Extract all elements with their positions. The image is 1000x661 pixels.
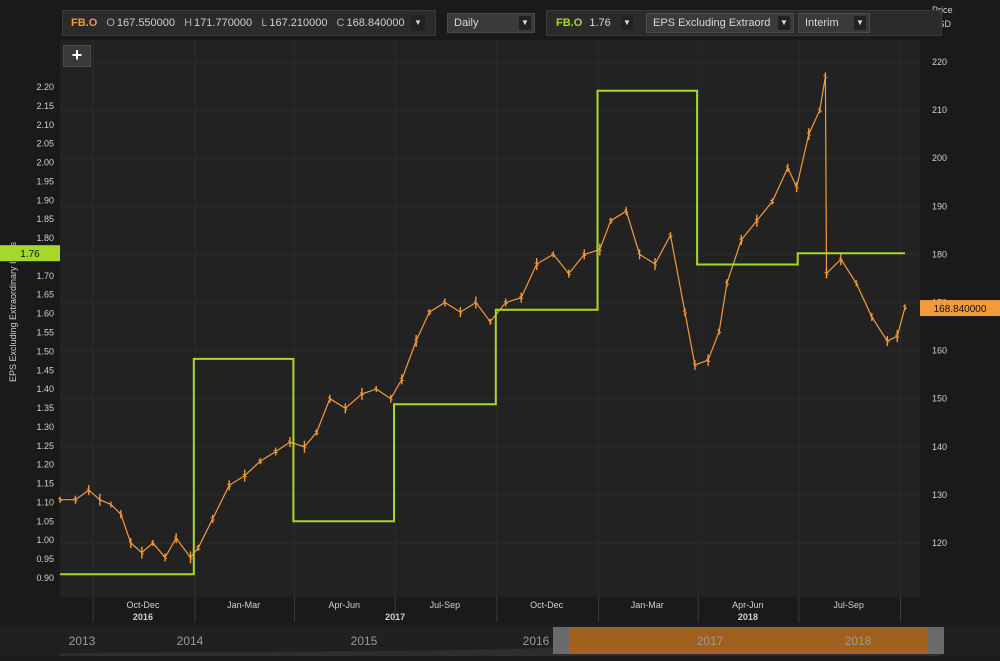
left-tick-label: 1.95 xyxy=(36,176,54,186)
right-tick-label: 130 xyxy=(932,490,947,500)
right-tick-label: 120 xyxy=(932,538,947,548)
left-tick-label: 2.20 xyxy=(36,82,54,92)
left-tick-label: 1.20 xyxy=(36,460,54,470)
left-tick-label: 1.10 xyxy=(36,497,54,507)
chevron-down-icon: ▼ xyxy=(778,16,790,30)
left-tick-label: 1.40 xyxy=(36,384,54,394)
left-tick-label: 1.05 xyxy=(36,516,54,526)
navigator-right-handle[interactable] xyxy=(928,627,944,654)
low-label: L xyxy=(261,17,268,29)
eps-step-line xyxy=(60,89,905,576)
navigator-year-label: 2014 xyxy=(177,634,204,648)
last-eps-marker: 1.76 xyxy=(0,245,60,262)
navigator-year-label: 2015 xyxy=(351,634,378,648)
left-tick-label: 1.85 xyxy=(36,214,54,224)
quarter-label: Jan-Mar xyxy=(631,600,664,610)
navigator-year-label: 2016 xyxy=(523,634,550,648)
plot-area xyxy=(60,40,920,597)
right-tick-label: 140 xyxy=(932,442,947,452)
navigator-year-label: 2013 xyxy=(69,634,96,648)
left-tick-label: 2.15 xyxy=(36,101,54,111)
x-axis: Oct-Dec Jan-Mar Apr-Jun Jul-Sep Oct-Dec Jan-M… xyxy=(92,597,902,622)
navigator-years: 2013 2014 2015 2016 2017 2018 xyxy=(69,634,872,648)
left-tick-label: 0.95 xyxy=(36,554,54,564)
right-tick-label: 210 xyxy=(932,105,947,115)
price-symbol: FB.O xyxy=(71,17,98,29)
right-tick-label: 180 xyxy=(932,249,947,259)
navigator-left-handle[interactable] xyxy=(553,627,569,654)
left-tick-label: 2.00 xyxy=(36,158,54,168)
chevron-down-icon: ▼ xyxy=(519,16,531,30)
left-tick-label: 2.05 xyxy=(36,139,54,149)
interval-select[interactable]: Daily ▼ xyxy=(447,13,535,33)
close-value: 168.840000 xyxy=(346,17,405,29)
right-tick-label: 150 xyxy=(932,394,947,404)
year-label: 2018 xyxy=(738,612,758,622)
eps-symbol-select[interactable]: FB.O 1.76 ▼ xyxy=(549,13,637,33)
quarter-label: Jul-Sep xyxy=(430,600,461,610)
last-price-marker: 168.840000 xyxy=(920,300,1000,317)
high-label: H xyxy=(184,17,193,29)
eps-value: 1.76 xyxy=(589,17,611,29)
navigator-year-label: 2018 xyxy=(845,634,872,648)
eps-field-value: EPS Excluding Extraord xyxy=(653,17,771,29)
quarter-label: Jul-Sep xyxy=(833,600,864,610)
open-label: O xyxy=(106,17,115,29)
quarter-label: Jan-Mar xyxy=(227,600,260,610)
left-tick-label: 1.90 xyxy=(36,195,54,205)
left-tick-label: 1.80 xyxy=(36,233,54,243)
time-navigator[interactable]: 2013 2014 2015 2016 2017 2018 xyxy=(0,625,1000,656)
year-label: 2016 xyxy=(133,612,153,622)
grid xyxy=(60,40,920,597)
chevron-down-icon: ▼ xyxy=(854,16,866,30)
open-value: 167.550000 xyxy=(116,17,176,29)
quarter-label: Oct-Dec xyxy=(126,600,160,610)
left-tick-label: 0.90 xyxy=(36,573,54,583)
price-series xyxy=(58,72,907,564)
navigator-selection[interactable] xyxy=(568,627,928,654)
left-tick-label: 1.55 xyxy=(36,328,54,338)
navigator-year-label: 2017 xyxy=(697,634,724,648)
period-value: Interim xyxy=(805,17,839,29)
left-tick-label: 1.00 xyxy=(36,535,54,545)
left-tick-label: 1.50 xyxy=(36,346,54,356)
right-tick-label: 200 xyxy=(932,153,947,163)
right-tick-label: 220 xyxy=(932,57,947,67)
close-label: C xyxy=(336,17,345,29)
left-tick-label: 1.35 xyxy=(36,403,54,413)
quarter-label: Apr-Jun xyxy=(328,600,360,610)
eps-symbol: FB.O xyxy=(556,17,583,29)
left-tick-label: 1.45 xyxy=(36,365,54,375)
left-tick-label: 1.65 xyxy=(36,290,54,300)
quote-dropdown-arrow[interactable]: ▼ xyxy=(411,15,425,31)
left-tick-label: 1.25 xyxy=(36,441,54,451)
last-price-value: 168.840000 xyxy=(934,304,987,315)
price-quote-bar: FB.O O 167.550000 H 171.770000 L 167.210000… xyxy=(62,10,436,36)
left-tick-label: 1.30 xyxy=(36,422,54,432)
right-tick-label: 190 xyxy=(932,201,947,211)
left-tick-label: 2.10 xyxy=(36,120,54,130)
left-axis-label: EPS Excluding Extraordinary Items xyxy=(8,241,18,382)
right-tick-label: 160 xyxy=(932,346,947,356)
period-select[interactable]: Interim ▼ xyxy=(798,13,870,33)
add-study-button[interactable]: + xyxy=(63,45,91,67)
quarter-label: Apr-Jun xyxy=(732,600,764,610)
high-value: 171.770000 xyxy=(194,17,253,29)
eps-series xyxy=(60,89,905,576)
left-tick-label: 1.15 xyxy=(36,479,54,489)
eps-field-select[interactable]: EPS Excluding Extraord ▼ xyxy=(646,13,794,33)
year-label: 2017 xyxy=(385,612,405,622)
last-eps-value: 1.76 xyxy=(20,249,40,260)
left-tick-label: 1.60 xyxy=(36,309,54,319)
interval-value: Daily xyxy=(454,17,479,29)
left-tick-label: 1.70 xyxy=(36,271,54,281)
chevron-down-icon: ▼ xyxy=(621,16,633,30)
right-axis-title: Price xyxy=(932,5,953,15)
low-value: 167.210000 xyxy=(269,17,328,29)
quarter-label: Oct-Dec xyxy=(530,600,564,610)
